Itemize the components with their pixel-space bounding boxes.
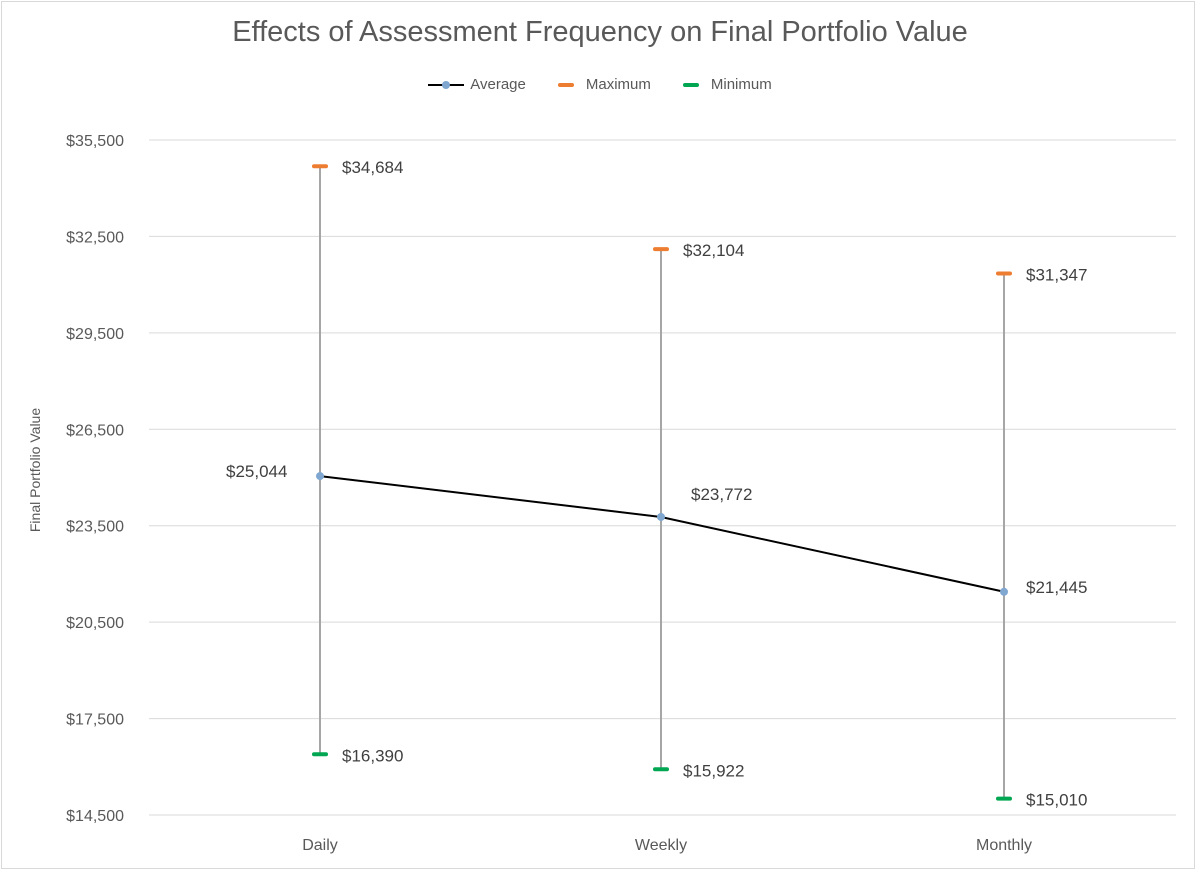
y-tick-label: $32,500 xyxy=(66,229,124,246)
legend-swatch-maximum xyxy=(557,82,574,87)
y-axis-label: Final Portfolio Value xyxy=(27,408,43,532)
minimum-data-label: $15,922 xyxy=(683,761,744,780)
average-data-label: $21,445 xyxy=(1026,578,1087,597)
x-tick-label: Weekly xyxy=(635,837,687,854)
y-tick-label: $17,500 xyxy=(66,712,124,729)
legend: Average Maximum Minimum xyxy=(0,76,1200,93)
x-tick-label: Monthly xyxy=(976,837,1032,854)
legend-label-minimum: Minimum xyxy=(710,76,772,93)
legend-swatch-average xyxy=(428,80,465,89)
maximum-data-label: $31,347 xyxy=(1026,265,1087,284)
x-tick-label: Daily xyxy=(302,837,338,854)
average-data-label: $25,044 xyxy=(226,462,287,481)
maximum-data-label: $34,684 xyxy=(342,158,403,177)
legend-item-minimum: Minimum xyxy=(681,76,772,93)
average-marker xyxy=(316,472,324,481)
y-tick-label: $20,500 xyxy=(66,615,124,632)
y-tick-label: $14,500 xyxy=(66,808,124,825)
legend-label-average: Average xyxy=(470,76,526,93)
minimum-data-label: $15,010 xyxy=(1026,791,1087,810)
maximum-data-label: $32,104 xyxy=(683,241,744,260)
legend-item-maximum: Maximum xyxy=(556,76,651,93)
chart-title: Effects of Assessment Frequency on Final… xyxy=(232,16,968,48)
legend-item-average: Average xyxy=(428,76,526,93)
legend-swatch-minimum xyxy=(682,82,699,87)
minimum-data-label: $16,390 xyxy=(342,746,403,765)
y-tick-label: $23,500 xyxy=(66,519,124,536)
y-tick-label: $35,500 xyxy=(66,133,124,150)
y-tick-label: $29,500 xyxy=(66,326,124,343)
legend-label-maximum: Maximum xyxy=(585,76,651,93)
average-marker xyxy=(657,512,665,521)
y-tick-label: $26,500 xyxy=(66,422,124,439)
average-data-label: $23,772 xyxy=(691,485,752,504)
average-marker xyxy=(1000,587,1008,596)
